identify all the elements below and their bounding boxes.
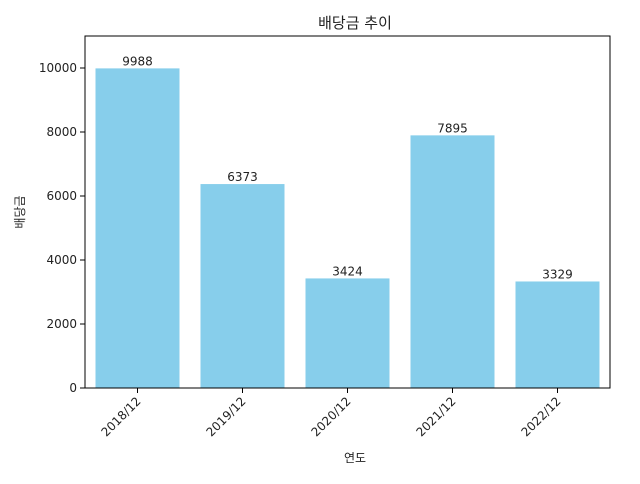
data-label-2020-12: 3424 — [332, 264, 363, 278]
plot-frame — [84, 35, 611, 389]
x-axis-label: 연도 — [344, 451, 366, 465]
y-tick-label-6000: 6000 — [46, 189, 77, 203]
x-tick-label-2020-12: 2020/12 — [308, 394, 353, 439]
data-label-2021-12: 7895 — [437, 121, 468, 135]
data-label-2022-12: 3329 — [542, 267, 573, 281]
bar-2020-12 — [305, 278, 390, 388]
x-tick-label-2022-12: 2022/12 — [518, 394, 563, 439]
bar-2018-12 — [95, 68, 180, 388]
data-label-2018-12: 9988 — [122, 54, 153, 68]
x-tick-label-2019-12: 2019/12 — [203, 394, 248, 439]
y-tick-label-8000: 8000 — [46, 125, 77, 139]
y-tick-label-2000: 2000 — [46, 317, 77, 331]
y-tick-label-0: 0 — [69, 381, 77, 395]
y-tick-label-10000: 10000 — [39, 61, 77, 75]
plot-area: 9988 6373 3424 7895 3329 0 2000 4000 6000 8000 100… — [39, 35, 611, 439]
x-tick-label-2021-12: 2021/12 — [413, 394, 458, 439]
data-label-2019-12: 6373 — [227, 170, 258, 184]
bar-2021-12 — [410, 135, 495, 388]
y-axis-label: 배당금 — [13, 195, 27, 228]
y-tick-label-4000: 4000 — [46, 253, 77, 267]
chart-title: 배당금 추이 — [318, 14, 392, 32]
x-tick-label-2018-12: 2018/12 — [98, 394, 143, 439]
bar-2019-12 — [200, 184, 285, 388]
bar-2022-12 — [515, 281, 600, 388]
